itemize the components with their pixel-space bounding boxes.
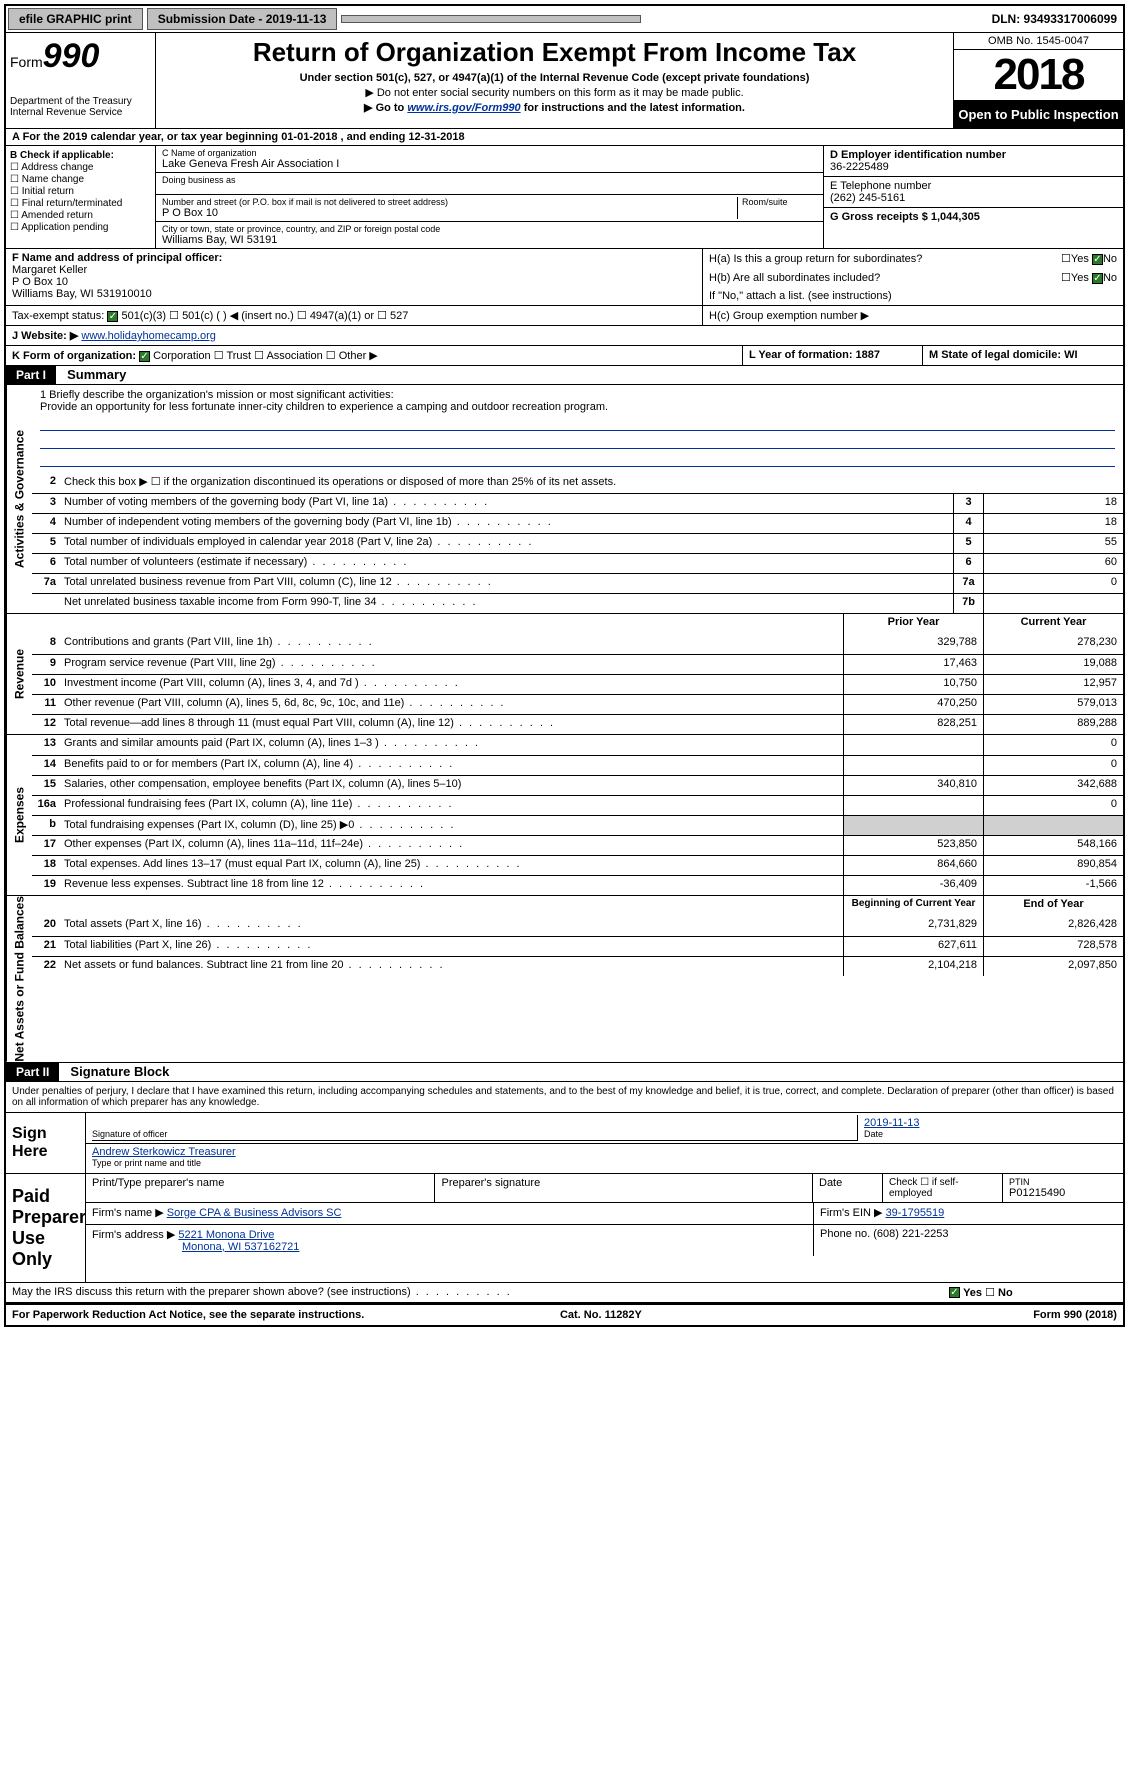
summary-line: 16aProfessional fundraising fees (Part I… [32, 795, 1123, 815]
firm-ein: 39-1795519 [886, 1207, 945, 1219]
footer: For Paperwork Reduction Act Notice, see … [6, 1304, 1123, 1325]
check-501c3[interactable] [107, 311, 118, 322]
ptin-value: P01215490 [1009, 1187, 1117, 1199]
discuss-yes[interactable] [949, 1287, 960, 1298]
summary-line: 17Other expenses (Part IX, column (A), l… [32, 835, 1123, 855]
subtitle-3: ▶ Go to www.irs.gov/Form990 for instruct… [160, 101, 949, 114]
col-headers-net: Beginning of Current Year End of Year [32, 896, 1123, 916]
submission-date: Submission Date - 2019-11-13 [147, 8, 338, 30]
firm-addr2: Monona, WI 537162721 [182, 1241, 299, 1253]
group-return-no[interactable] [1092, 254, 1103, 265]
summary-line: 13Grants and similar amounts paid (Part … [32, 735, 1123, 755]
check-initial-return[interactable]: ☐ Initial return [10, 186, 151, 197]
summary-line: 12Total revenue—add lines 8 through 11 (… [32, 714, 1123, 734]
check-final-return[interactable]: ☐ Final return/terminated [10, 198, 151, 209]
part1-header: Part I Summary [6, 366, 1123, 385]
summary-line: 22Net assets or fund balances. Subtract … [32, 956, 1123, 976]
summary-line: 10Investment income (Part VIII, column (… [32, 674, 1123, 694]
check-corporation[interactable] [139, 351, 150, 362]
summary-line: Net unrelated business taxable income fr… [32, 593, 1123, 613]
summary-line: 3Number of voting members of the governi… [32, 493, 1123, 513]
phone-value: (262) 245-5161 [830, 192, 905, 204]
summary-line: 15Salaries, other compensation, employee… [32, 775, 1123, 795]
dln-label: DLN: 93493317006099 [986, 9, 1123, 29]
dept-label: Department of the Treasury Internal Reve… [10, 96, 151, 118]
sign-date: 2019-11-13 [864, 1117, 1111, 1129]
tax-status-row: Tax-exempt status: 501(c)(3) ☐ 501(c) ( … [6, 306, 1123, 326]
form-page: efile GRAPHIC print Submission Date - 20… [4, 4, 1125, 1327]
officer-name: Andrew Sterkowicz Treasurer [92, 1146, 1117, 1158]
summary-line: 4Number of independent voting members of… [32, 513, 1123, 533]
state-domicile: M State of legal domicile: WI [923, 346, 1123, 365]
efile-print-button[interactable]: efile GRAPHIC print [8, 8, 143, 30]
subtitle-1: Under section 501(c), 527, or 4947(a)(1)… [160, 72, 949, 84]
subtitle-2: ▶ Do not enter social security numbers o… [160, 86, 949, 99]
open-public-badge: Open to Public Inspection [954, 101, 1123, 128]
firm-phone: (608) 221-2253 [873, 1228, 948, 1240]
org-name: Lake Geneva Fresh Air Association I [162, 158, 817, 170]
summary-governance: Activities & Governance 1 Briefly descri… [6, 385, 1123, 614]
perjury-statement: Under penalties of perjury, I declare th… [6, 1082, 1123, 1113]
gross-receipts: G Gross receipts $ 1,044,305 [830, 211, 980, 223]
form-header: Form990 Department of the Treasury Inter… [6, 33, 1123, 129]
firm-addr1: 5221 Monona Drive [178, 1229, 274, 1241]
omb-number: OMB No. 1545-0047 [954, 33, 1123, 50]
summary-line: 5Total number of individuals employed in… [32, 533, 1123, 553]
check-name-change[interactable]: ☐ Name change [10, 174, 151, 185]
summary-line: 9Program service revenue (Part VIII, lin… [32, 654, 1123, 674]
summary-line: bTotal fundraising expenses (Part IX, co… [32, 815, 1123, 835]
topbar: efile GRAPHIC print Submission Date - 20… [6, 6, 1123, 33]
period-row: A For the 2019 calendar year, or tax yea… [6, 129, 1123, 146]
section-fh: F Name and address of principal officer:… [6, 249, 1123, 306]
blank-button[interactable] [341, 15, 641, 23]
summary-line: 6Total number of volunteers (estimate if… [32, 553, 1123, 573]
summary-line: 11Other revenue (Part VIII, column (A), … [32, 694, 1123, 714]
website-link[interactable]: www.holidayhomecamp.org [81, 330, 216, 342]
summary-line: 7aTotal unrelated business revenue from … [32, 573, 1123, 593]
dba-label: Doing business as [162, 175, 817, 185]
summary-line: 20Total assets (Part X, line 16)2,731,82… [32, 916, 1123, 936]
col-headers-revenue: Prior Year Current Year [32, 614, 1123, 634]
section-deg: D Employer identification number 36-2225… [823, 146, 1123, 248]
form-title: Return of Organization Exempt From Incom… [160, 37, 949, 68]
klm-row: K Form of organization: Corporation ☐ Tr… [6, 346, 1123, 366]
mission-text: Provide an opportunity for less fortunat… [40, 401, 1115, 413]
summary-revenue: Revenue Prior Year Current Year 8Contrib… [6, 614, 1123, 735]
irs-link[interactable]: www.irs.gov/Form990 [407, 102, 520, 114]
sign-here-block: Sign Here Signature of officer 2019-11-1… [6, 1113, 1123, 1174]
check-address-change[interactable]: ☐ Address change [10, 162, 151, 173]
section-c: C Name of organization Lake Geneva Fresh… [156, 146, 823, 248]
subordinates-no[interactable] [1092, 273, 1103, 284]
website-row: J Website: ▶ www.holidayhomecamp.org [6, 326, 1123, 346]
check-amended-return[interactable]: ☐ Amended return [10, 210, 151, 221]
ein-value: 36-2225489 [830, 161, 889, 173]
year-formation: L Year of formation: 1887 [743, 346, 923, 365]
officer-info: Margaret Keller P O Box 10 Williams Bay,… [12, 264, 152, 300]
summary-expenses: Expenses 13Grants and similar amounts pa… [6, 735, 1123, 896]
summary-net-assets: Net Assets or Fund Balances Beginning of… [6, 896, 1123, 1063]
summary-line: 19Revenue less expenses. Subtract line 1… [32, 875, 1123, 895]
paid-preparer-block: Paid Preparer Use Only Print/Type prepar… [6, 1174, 1123, 1283]
summary-line: 2Check this box ▶ ☐ if the organization … [32, 473, 1123, 493]
part2-header: Part II Signature Block [6, 1063, 1123, 1082]
summary-line: 14Benefits paid to or for members (Part … [32, 755, 1123, 775]
check-app-pending[interactable]: ☐ Application pending [10, 222, 151, 233]
org-address: P O Box 10 [162, 207, 737, 219]
form-number: Form990 [10, 37, 151, 76]
info-grid: B Check if applicable: ☐ Address change … [6, 146, 1123, 249]
summary-line: 8Contributions and grants (Part VIII, li… [32, 634, 1123, 654]
section-b: B Check if applicable: ☐ Address change … [6, 146, 156, 248]
firm-name: Sorge CPA & Business Advisors SC [167, 1207, 342, 1219]
summary-line: 21Total liabilities (Part X, line 26)627… [32, 936, 1123, 956]
org-city: Williams Bay, WI 53191 [162, 234, 817, 246]
summary-line: 18Total expenses. Add lines 13–17 (must … [32, 855, 1123, 875]
tax-year: 2018 [954, 50, 1123, 101]
discuss-row: May the IRS discuss this return with the… [6, 1283, 1123, 1304]
